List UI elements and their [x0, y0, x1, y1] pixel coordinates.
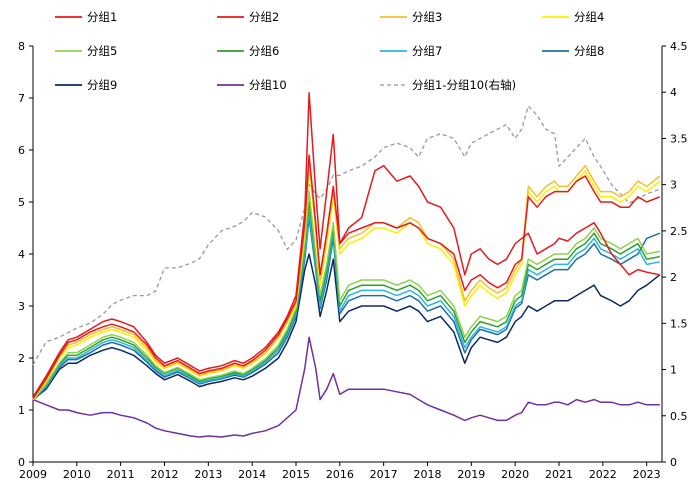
- left-tick-label: 8: [18, 40, 25, 53]
- legend-label-2: 分组2: [249, 10, 279, 24]
- left-tick-label: 0: [18, 456, 25, 469]
- series-line-10: [32, 336, 660, 438]
- series-line-4: [32, 164, 661, 401]
- series-line-3: [32, 159, 661, 400]
- x-tick-label: 2014: [238, 468, 266, 481]
- x-tick-label: 2009: [19, 468, 47, 481]
- right-tick-label: 2.5: [670, 225, 688, 238]
- legend-label-5: 分组5: [87, 44, 117, 58]
- ticks: 0 1 2 3 4 5 6 7 8 0 0.5 1 1.5 2 2.5 3 3.5 4 4.5 2009 2010 201…: [18, 40, 688, 481]
- x-tick-label: 2022: [589, 468, 617, 481]
- right-tick-label: 2: [670, 271, 677, 284]
- legend-label-4: 分组4: [574, 10, 604, 24]
- x-tick-label: 2021: [545, 468, 573, 481]
- right-tick-label: 0: [670, 456, 677, 469]
- left-tick-label: 5: [18, 196, 25, 209]
- left-tick-label: 2: [18, 352, 25, 365]
- legend-label-8: 分组8: [574, 44, 604, 58]
- series-layer: [32, 92, 661, 438]
- x-tick-label: 2010: [63, 468, 91, 481]
- x-tick-label: 2023: [633, 468, 661, 481]
- x-tick-label: 2018: [413, 468, 441, 481]
- right-tick-label: 1.5: [670, 317, 688, 330]
- right-tick-label: 4.5: [670, 40, 688, 53]
- legend-label-9: 分组9: [87, 78, 117, 92]
- legend-label-1: 分组1: [87, 10, 117, 24]
- legend-label-6: 分组6: [249, 44, 279, 58]
- x-tick-label: 2020: [501, 468, 529, 481]
- x-tick-label: 2019: [457, 468, 485, 481]
- right-tick-label: 1: [670, 364, 677, 377]
- legend: 分组1 分组2 分组3 分组4 分组5 分组6 分组7 分组8 分组9 分组10 分组1-分组10(…: [55, 10, 604, 92]
- series-line-11: [32, 105, 661, 366]
- series-line-9: [32, 253, 661, 401]
- legend-label-3: 分组3: [412, 10, 442, 24]
- legend-label-11: 分组1-分组10(右轴): [412, 78, 516, 92]
- series-line-6: [32, 201, 660, 401]
- series-line-7: [32, 211, 660, 401]
- series-line-1: [32, 92, 660, 398]
- x-tick-label: 2012: [150, 468, 178, 481]
- x-tick-label: 2011: [107, 468, 135, 481]
- right-tick-label: 3.5: [670, 132, 688, 145]
- series-line-2: [32, 154, 661, 400]
- left-tick-label: 3: [18, 300, 25, 313]
- x-tick-label: 2017: [370, 468, 398, 481]
- right-tick-label: 4: [670, 86, 677, 99]
- x-tick-label: 2016: [326, 468, 354, 481]
- right-tick-label: 0.5: [670, 410, 688, 423]
- left-tick-label: 6: [18, 144, 25, 157]
- left-tick-label: 7: [18, 92, 25, 105]
- x-tick-label: 2013: [194, 468, 222, 481]
- legend-label-10: 分组10: [249, 78, 287, 92]
- series-line-8: [32, 216, 661, 401]
- right-tick-label: 3: [670, 179, 677, 192]
- left-tick-label: 1: [18, 404, 25, 417]
- x-tick-label: 2015: [282, 468, 310, 481]
- legend-label-7: 分组7: [412, 44, 442, 58]
- left-tick-label: 4: [18, 248, 25, 261]
- series-line-5: [32, 190, 660, 401]
